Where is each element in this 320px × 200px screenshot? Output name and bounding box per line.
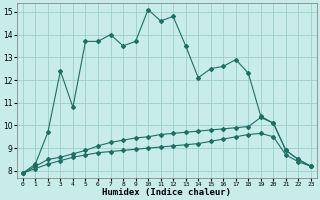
X-axis label: Humidex (Indice chaleur): Humidex (Indice chaleur): [102, 188, 231, 197]
